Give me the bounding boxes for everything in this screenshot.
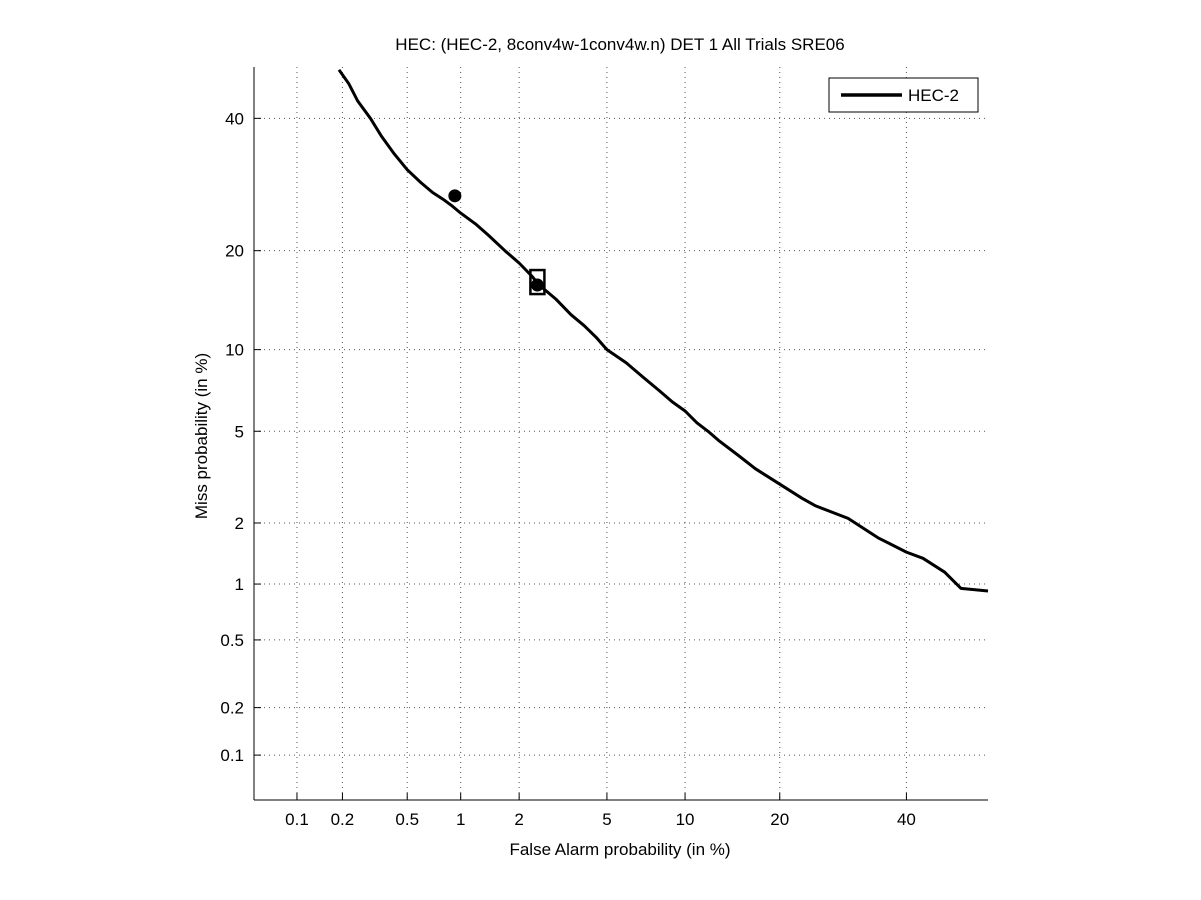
legend: HEC-2	[828, 77, 979, 113]
y-tick-label: 20	[225, 242, 244, 261]
x-axis-label: False Alarm probability (in %)	[509, 840, 730, 859]
marker-circle	[448, 189, 462, 203]
x-tick-label: 40	[897, 810, 916, 829]
y-axis-label: Miss probability (in %)	[192, 353, 211, 519]
y-axis-ticks: 0.1 0.2 0.5 1 2 5 10 20 40	[220, 109, 261, 765]
x-tick-label: 0.2	[331, 810, 355, 829]
y-tick-label: 2	[235, 514, 244, 533]
marker-layer	[448, 189, 546, 296]
y-tick-label: 10	[225, 341, 244, 360]
x-tick-label: 0.5	[395, 810, 419, 829]
x-tick-label: 20	[770, 810, 789, 829]
x-tick-label: 2	[514, 810, 523, 829]
y-tick-label: 5	[235, 422, 244, 441]
x-tick-label: 5	[602, 810, 611, 829]
y-tick-label: 0.2	[220, 699, 244, 718]
y-tick-label: 0.5	[220, 631, 244, 650]
y-tick-label: 40	[225, 109, 244, 128]
marker-square	[529, 268, 546, 296]
legend-label: HEC-2	[908, 86, 959, 105]
marker-circle	[530, 278, 544, 292]
series-layer	[337, 68, 989, 593]
series-line-hec-2	[337, 68, 989, 593]
grid-lines	[254, 67, 988, 800]
y-tick-label: 1	[235, 575, 244, 594]
chart-title: HEC: (HEC-2, 8conv4w-1conv4w.n) DET 1 Al…	[395, 35, 844, 54]
axes-frame	[253, 67, 988, 801]
x-tick-label: 0.1	[285, 810, 309, 829]
x-axis-ticks: 0.1 0.2 0.5 1 2 5 10 20 40	[285, 793, 916, 829]
x-tick-label: 1	[456, 810, 465, 829]
y-tick-label: 0.1	[220, 746, 244, 765]
x-tick-label: 10	[676, 810, 695, 829]
